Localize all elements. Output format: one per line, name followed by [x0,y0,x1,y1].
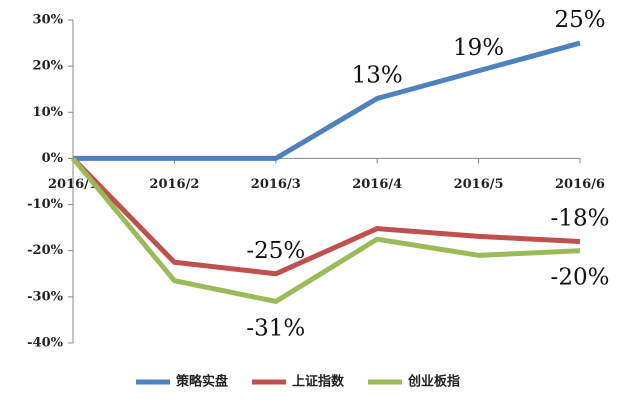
x-tick-label: 2016/5 [454,177,504,192]
legend-label: 创业板指 [407,374,460,390]
x-tick-label: 2016/3 [251,177,301,192]
data-label: -25% [246,238,305,264]
y-tick-label: 30% [33,13,64,28]
y-tick-label: 0% [42,151,64,166]
data-label: -18% [551,205,610,231]
data-label: -31% [246,315,305,341]
legend-label: 策略实盘 [176,374,228,390]
y-tick-label: 10% [33,105,64,120]
y-tick-label: -30% [27,289,63,304]
y-tick-label: -20% [27,243,63,258]
y-tick-label: -10% [27,197,63,212]
x-tick-label: 2016/1 [48,177,98,192]
legend-label: 上证指数 [292,374,345,390]
y-tick-label: -40% [27,336,63,351]
x-tick-label: 2016/6 [555,177,605,192]
data-label: -20% [551,265,610,291]
data-label: 19% [453,35,504,61]
series-line [71,156,581,277]
data-label: 25% [554,7,605,33]
x-tick-label: 2016/4 [352,177,402,192]
x-tick-label: 2016/2 [149,177,199,192]
series-line [71,156,581,304]
data-label: 13% [352,62,403,88]
series-line [73,40,581,161]
y-tick-label: 20% [33,59,64,74]
